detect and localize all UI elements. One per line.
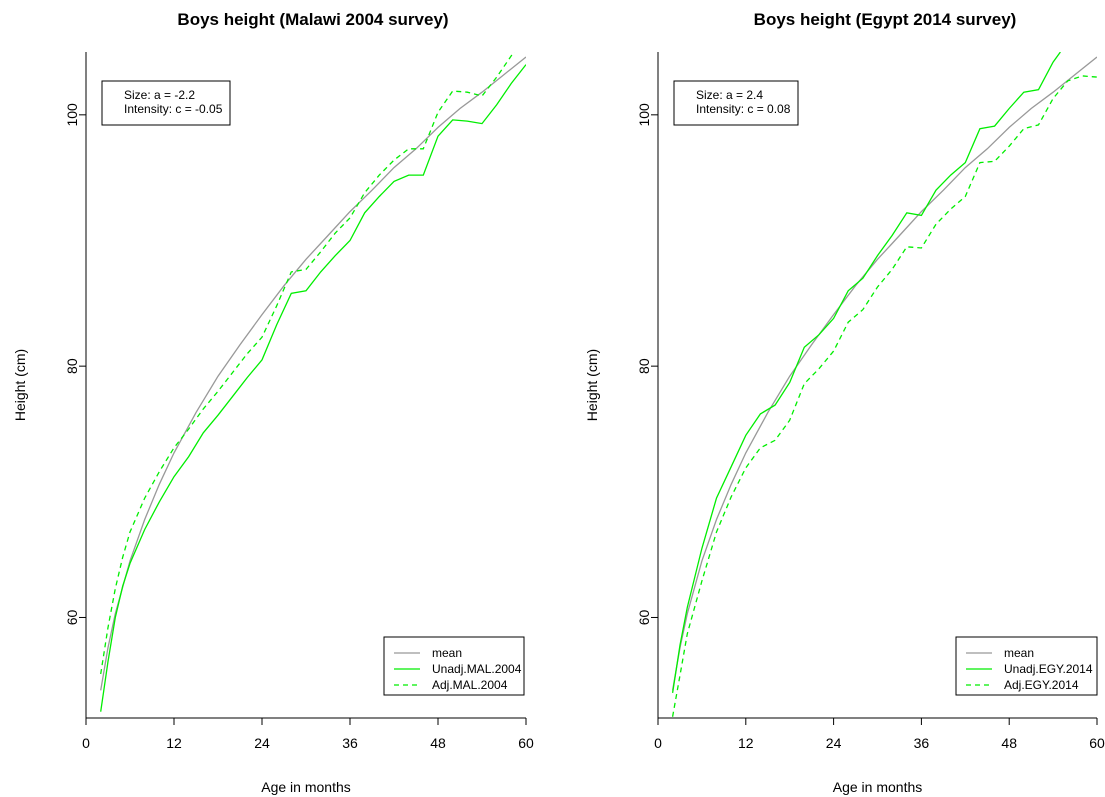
x-tick-label: 36: [914, 735, 930, 751]
y-tick-label: 60: [636, 609, 652, 625]
y-tick-label: 80: [636, 358, 652, 374]
chart-title: Boys height (Egypt 2014 survey): [754, 10, 1017, 29]
x-tick-label: 36: [342, 735, 358, 751]
x-tick-label: 48: [1001, 735, 1017, 751]
legend-label: Unadj.EGY.2014: [1004, 662, 1093, 676]
legend-label: mean: [1004, 646, 1034, 660]
y-tick-label: 100: [64, 103, 80, 127]
series-line-mean: [671, 56, 1097, 691]
series-line-adj-mal-2004: [100, 52, 515, 675]
y-axis-title: Height (cm): [12, 349, 28, 421]
chart-panel-2: Boys height (Egypt 2014 survey) 0 12 24 36 48…: [584, 10, 1105, 795]
x-tick-label: 48: [430, 735, 446, 751]
legend-label: mean: [432, 646, 462, 660]
annotation-box: [673, 80, 799, 126]
chart-title: Boys height (Malawi 2004 survey): [177, 10, 448, 29]
x-tick-label: 24: [826, 735, 842, 751]
series-line-unadj-mal-2004: [100, 64, 526, 712]
x-tick-label: 60: [518, 735, 534, 751]
legend-label: Unadj.MAL.2004: [432, 662, 522, 676]
y-tick-label: 100: [636, 103, 652, 127]
y-tick-label: 60: [64, 609, 80, 625]
x-tick-label: 0: [654, 735, 662, 751]
legend-label: Adj.EGY.2014: [1004, 678, 1079, 692]
x-tick-label: 12: [738, 735, 754, 751]
y-axis-title: Height (cm): [584, 349, 600, 421]
series-line-unadj-egy-2014: [671, 52, 1061, 693]
chart-panel-1: Boys height (Malawi 2004 survey) 0 12 24 36 4…: [12, 10, 534, 795]
x-tick-label: 60: [1089, 735, 1105, 751]
annotation-text: Size: a = -2.2: [124, 88, 195, 102]
series-line-mean: [100, 56, 526, 691]
annotation-text: Size: a = 2.4: [696, 88, 763, 102]
y-tick-label: 80: [64, 358, 80, 374]
annotation-text: Intensity: c = -0.05: [124, 102, 223, 116]
annotation-box: [101, 80, 231, 126]
x-tick-label: 0: [82, 735, 90, 751]
x-axis-title: Age in months: [261, 779, 351, 795]
annotation-text: Intensity: c = 0.08: [696, 102, 791, 116]
x-axis-title: Age in months: [833, 779, 923, 795]
legend-label: Adj.MAL.2004: [432, 678, 508, 692]
series-line-adj-egy-2014: [671, 75, 1097, 717]
x-tick-label: 12: [166, 735, 182, 751]
x-tick-label: 24: [254, 735, 270, 751]
